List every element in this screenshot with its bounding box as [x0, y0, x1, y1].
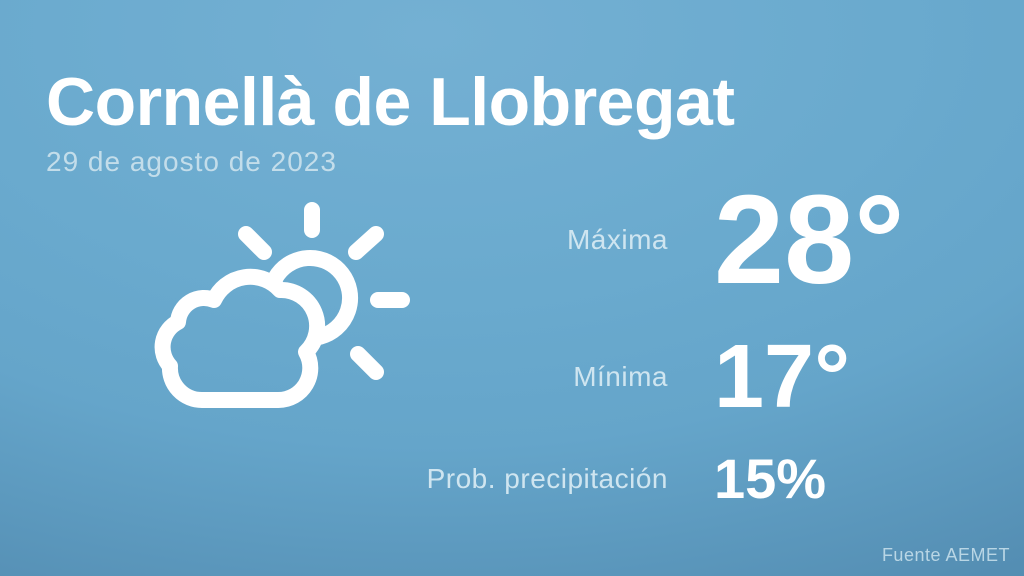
sun-behind-cloud-icon	[154, 202, 410, 409]
header: Cornellà de Llobregat 29 de agosto de 20…	[46, 68, 735, 176]
weather-stats: Máxima 28° Mínima 17° Prob. precipitació…	[408, 177, 905, 507]
source-attribution: Fuente AEMET	[881, 545, 1010, 565]
sun-ray-upper-left	[238, 226, 272, 260]
min-temp-label: Mínima	[573, 361, 668, 392]
sun-disc	[267, 249, 359, 345]
date-subtitle: 29 de agosto de 2023	[46, 146, 337, 177]
sun-ray-lower-right	[350, 346, 384, 380]
precipitation-probability-label: Prob. precipitación	[426, 463, 668, 494]
cloud-outline	[154, 268, 326, 409]
page-title: Cornellà de Llobregat	[46, 64, 735, 140]
min-temp-value: 17°	[714, 327, 851, 427]
sun-ray-upper-right	[348, 226, 384, 260]
precipitation-probability-value: 15%	[714, 447, 827, 510]
max-temp-value: 28°	[714, 169, 905, 310]
max-temp-label: Máxima	[566, 224, 668, 255]
